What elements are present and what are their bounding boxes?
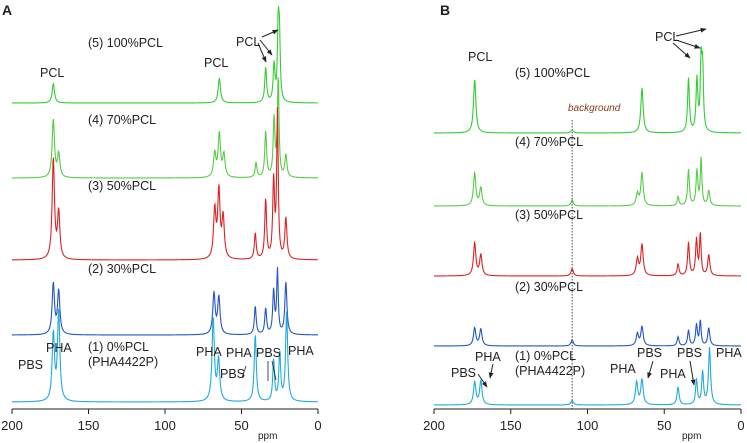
spectrum-line [11,308,319,403]
peak-label-pbs: PBS [18,358,43,372]
annotation-arrow [241,365,247,379]
spectrum-line [11,77,318,179]
x-tick-label: 0 [314,418,321,433]
annotation-arrow [488,363,494,379]
spectrum-line [434,46,741,134]
series-label-1: (1) 0%PCL [515,349,576,363]
x-ticks-a: 200 150 100 50 0 [1,409,322,433]
annotation-arrow [675,39,701,49]
peak-label-pha: PHA [660,367,686,381]
x-tick-label: 200 [1,418,23,433]
peak-label-pbs: PBS [451,366,476,380]
peak-label-pbs: PBS [220,367,245,381]
annotation-arrow [689,360,696,386]
series-label-5: (5) 100%PCL [515,66,590,80]
peak-label-pcl: PCL [204,56,228,70]
annotation-arrow [271,360,277,381]
x-axis-label-a: ppm [258,431,277,442]
series-label-2: (2) 30%PCL [515,280,583,294]
annotation-arrow [259,39,273,56]
background-annotation: background [568,103,621,114]
series-label-4: (4) 70%PCL [515,135,583,149]
annotation-arrow [672,42,691,59]
peak-label-pcl: PCL [40,66,64,80]
x-tick-label: 50 [234,418,248,433]
panel-label-b: B [440,2,450,18]
annotation-arrow [647,360,654,379]
peak-label-pha: PHA [716,346,742,360]
spectrum-line [434,319,741,347]
spectrum-line [12,266,318,336]
x-tick-label: 0 [737,418,744,433]
x-tick-label: 100 [577,418,599,433]
spectrum-line [12,106,318,261]
peak-label-pbs: PBS [256,346,281,360]
series-label-1-sub: (PHA4422P) [88,355,158,369]
peak-label-pcl: PCL [468,50,492,64]
spectra-a [11,6,319,403]
series-label-3: (3) 50%PCL [515,208,583,222]
annotation-arrow [675,27,707,37]
x-tick-label: 150 [500,418,522,433]
annotation-arrow [261,29,279,38]
x-ticks-b: 200 150 100 50 0 [423,409,745,433]
series-label-1: (1) 0%PCL [88,340,149,354]
panel-label-a: A [2,2,12,18]
peak-label-pha: PHA [610,362,636,376]
peak-label-pbs: PBS [677,346,702,360]
x-tick-label: 50 [657,418,671,433]
peak-label-pha: PHA [288,344,314,358]
peak-label-pcl: PCL [236,35,260,49]
peak-label-pha: PHA [196,345,222,359]
annotation-arrow [257,42,267,63]
x-axis-label-b: ppm [682,431,701,442]
spectrum-line [434,346,742,406]
x-tick-label: 150 [78,418,100,433]
peak-label-pha: PHA [475,350,501,364]
series-label-2: (2) 30%PCL [88,262,156,276]
peak-label-pcl: PCL [655,30,679,44]
peak-label-pha: PHA [46,341,72,355]
peak-label-pha: PHA [226,346,252,360]
x-tick-label: 200 [423,418,445,433]
spectra-b [434,46,742,406]
panel-b: B 200 150 100 50 0 ppm background (5) 100%PC… [423,2,744,442]
peak-label-pbs: PBS [637,346,662,360]
panel-a: A 200 150 100 50 0 ppm (5) 100%PCL (4) 70%PC… [1,2,321,442]
annotation-arrow [477,373,488,388]
spectrum-line [434,156,741,207]
x-tick-label: 100 [154,418,176,433]
spectrum-line [12,6,319,104]
series-label-4: (4) 70%PCL [88,113,156,127]
series-label-5: (5) 100%PCL [88,36,163,50]
series-label-1-sub: (PHA4422P) [515,364,585,378]
series-label-3: (3) 50%PCL [88,179,156,193]
spectrum-line [434,232,741,277]
